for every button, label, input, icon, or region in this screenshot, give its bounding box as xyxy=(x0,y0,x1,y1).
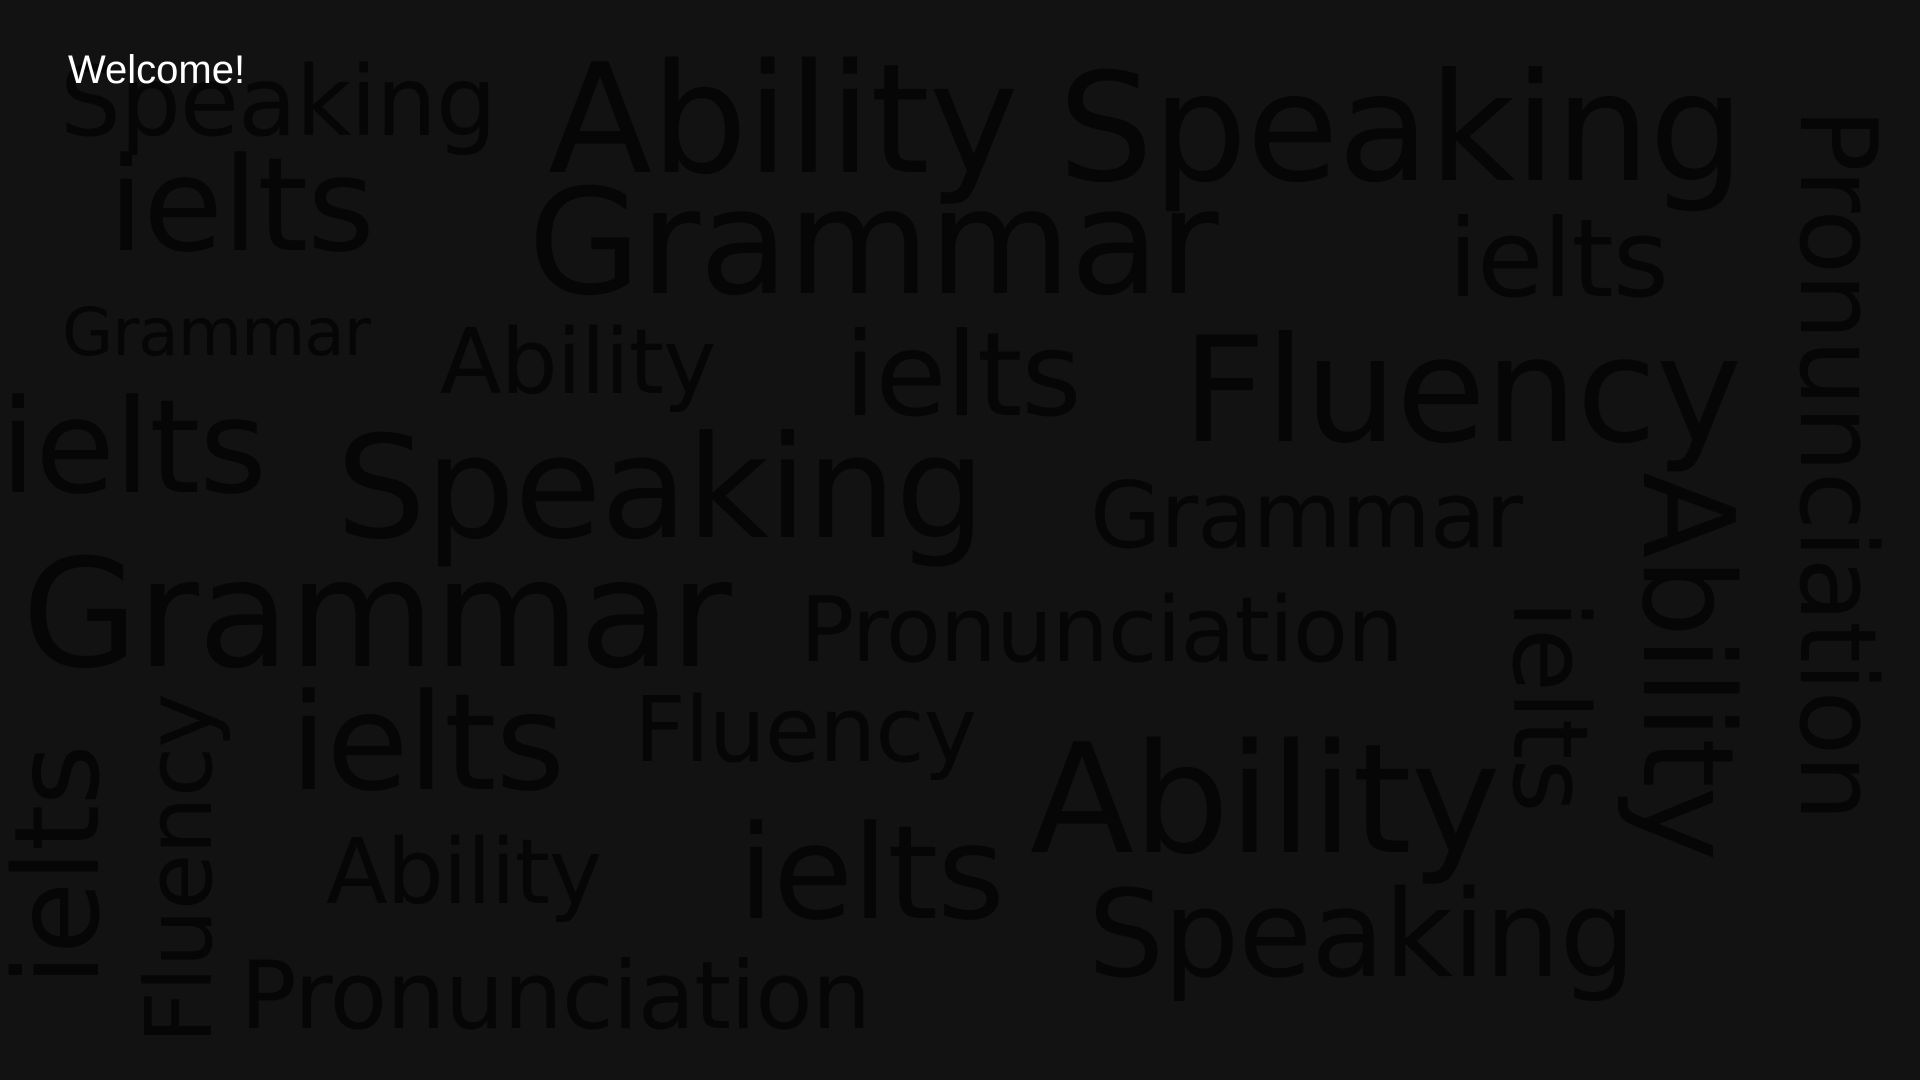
cloud-word: Grammar xyxy=(62,294,371,371)
cloud-word: Fluency xyxy=(634,678,977,783)
cloud-word: Fluency xyxy=(126,694,233,1044)
cloud-word: Pronunciation xyxy=(240,942,871,1051)
cloud-word: ielts xyxy=(290,665,565,821)
cloud-word: Speaking xyxy=(336,406,985,571)
cloud-word: Grammar xyxy=(22,528,732,702)
cloud-word: Ability xyxy=(1614,472,1761,861)
cloud-word: ielts xyxy=(108,129,375,281)
cloud-word: ielts xyxy=(0,745,126,986)
cloud-word: ielts xyxy=(844,308,1082,443)
cloud-word: Grammar xyxy=(528,158,1219,328)
cloud-word: Ability xyxy=(440,310,716,415)
cloud-word: Grammar xyxy=(1090,462,1523,569)
cloud-word: Speaking xyxy=(60,46,497,158)
cloud-word: Ability xyxy=(548,31,1019,208)
cloud-word: Speaking xyxy=(1088,866,1636,1005)
cloud-word: Ability xyxy=(1030,711,1501,888)
cloud-word: ielts xyxy=(1448,197,1669,322)
cloud-word: Speaking xyxy=(1058,42,1744,216)
cloud-word: ielts xyxy=(0,371,267,523)
cloud-word: Ability xyxy=(326,820,602,925)
cloud-word: ielts xyxy=(738,797,1005,949)
cloud-word: ielts xyxy=(1489,600,1611,812)
cloud-word: Pronunciation xyxy=(1776,108,1899,821)
cloud-word: Fluency xyxy=(1182,306,1742,476)
welcome-heading: Welcome! xyxy=(68,48,246,92)
cloud-word: Pronunciation xyxy=(800,578,1404,683)
